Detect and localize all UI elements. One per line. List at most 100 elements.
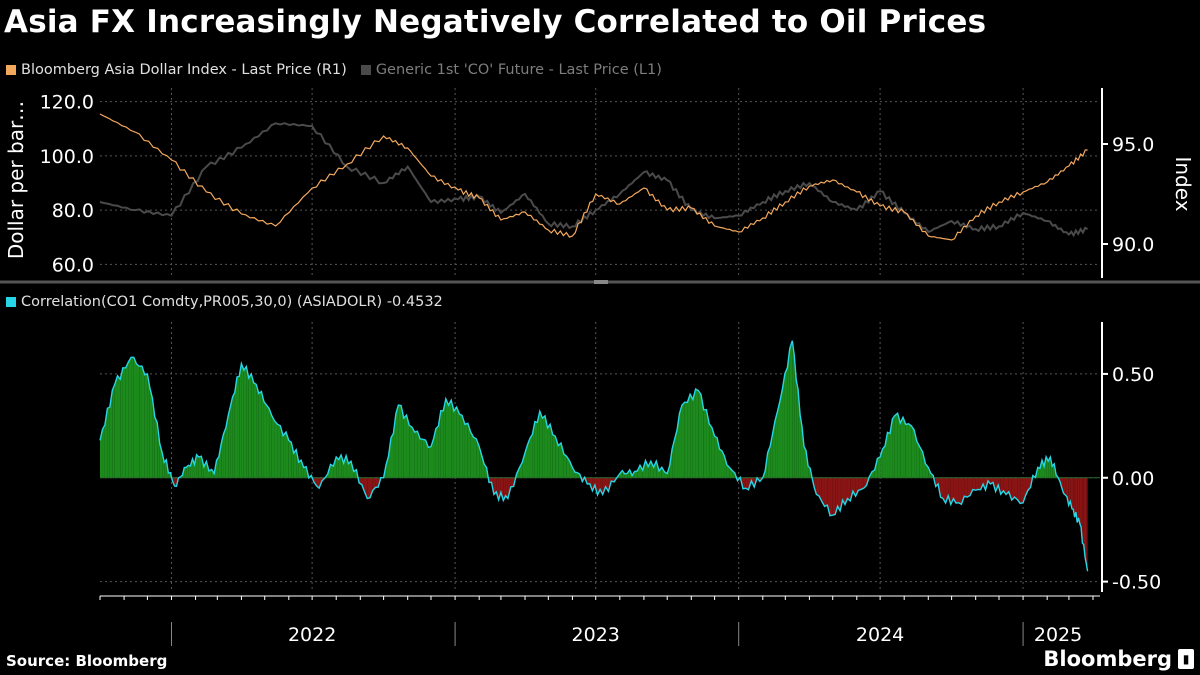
correlation-area-segment xyxy=(887,432,890,478)
correlation-area-segment xyxy=(149,388,153,478)
correlation-area-segment xyxy=(709,423,712,478)
bloomberg-logo: Bloomberg ▮ xyxy=(1043,647,1194,671)
correlation-area-segment xyxy=(388,437,391,478)
correlation-area-segment xyxy=(529,434,533,478)
correlation-area-segment xyxy=(500,477,504,501)
correlation-area-segment xyxy=(293,449,297,478)
correlation-area-segment xyxy=(566,456,570,478)
correlation-area-segment xyxy=(216,456,219,478)
correlation-area-segment xyxy=(527,438,530,478)
correlation-area-segment xyxy=(496,477,499,500)
legend-label-asia-dollar: Bloomberg Asia Dollar Index - Last Price… xyxy=(21,62,347,78)
correlation-area-segment xyxy=(1011,477,1015,501)
correlation-area-segment xyxy=(692,388,696,478)
asia-dollar-index-line xyxy=(99,113,1088,241)
correlation-area-segment xyxy=(411,427,415,478)
correlation-area-segment xyxy=(964,477,968,498)
correlation-area-segment xyxy=(271,415,275,478)
chart-title: Asia FX Increasingly Negatively Correlat… xyxy=(4,4,987,40)
correlation-area-segment xyxy=(787,348,790,478)
bottom-right-tick-label: 0.50 xyxy=(1112,364,1154,386)
correlation-area-segment xyxy=(498,477,501,500)
correlation-area-segment xyxy=(897,413,901,478)
right-tick-label: 90.0 xyxy=(1112,234,1154,256)
correlation-area-segment xyxy=(1052,463,1055,478)
correlation-area-segment xyxy=(1017,477,1021,504)
correlation-area-segment xyxy=(905,423,909,478)
correlation-area-segment xyxy=(845,477,848,505)
correlation-area-segment xyxy=(832,477,836,516)
correlation-area-segment xyxy=(375,477,379,488)
correlation-area-segment xyxy=(486,467,490,483)
correlation-area-segment xyxy=(847,477,851,501)
correlation-area-segment xyxy=(451,400,454,478)
left-tick-label: 80.0 xyxy=(52,200,94,222)
correlation-area-segment xyxy=(975,477,979,491)
correlation-area-segment xyxy=(721,451,725,478)
correlation-area-segment xyxy=(453,407,457,478)
correlation-area-segment xyxy=(476,438,480,478)
correlation-area-segment xyxy=(819,477,822,502)
correlation-area-segment xyxy=(263,401,267,478)
correlation-area-segment xyxy=(406,415,410,478)
correlation-area-segment xyxy=(544,415,548,478)
correlation-area-segment xyxy=(234,376,238,478)
correlation-area-segment xyxy=(277,424,281,478)
correlation-area-segment xyxy=(711,427,715,478)
correlation-area-segment xyxy=(903,417,906,478)
correlation-area-segment xyxy=(775,411,778,478)
correlation-area-segment xyxy=(637,465,641,478)
correlation-area-segment xyxy=(253,382,257,478)
correlation-area-segment xyxy=(1079,477,1082,528)
y-axis-label-left: Dollar per bar… xyxy=(4,100,28,260)
correlation-area-segment xyxy=(534,421,538,478)
correlation-area-segment xyxy=(186,465,189,478)
correlation-area-segment xyxy=(1083,477,1085,557)
correlation-area-segment xyxy=(1063,477,1066,496)
correlation-area-segment xyxy=(473,437,477,478)
correlation-area-segment xyxy=(109,390,113,478)
correlation-area-segment xyxy=(343,455,347,478)
correlation-area-segment xyxy=(574,472,578,478)
correlation-area-segment xyxy=(1074,477,1076,518)
correlation-area-segment xyxy=(659,467,662,478)
correlation-area-segment xyxy=(296,449,299,478)
correlation-area-segment xyxy=(803,446,807,478)
correlation-area-segment xyxy=(882,446,886,478)
left-tick-label: 120.0 xyxy=(40,92,94,114)
correlation-area-segment xyxy=(431,438,434,478)
x-tick-label: 2023 xyxy=(572,624,620,646)
correlation-area-segment xyxy=(645,460,649,478)
legend-item-asia-dollar: Bloomberg Asia Dollar Index - Last Price… xyxy=(6,62,347,78)
correlation-area-segment xyxy=(266,405,270,478)
correlation-area-segment xyxy=(650,461,654,478)
correlation-area-segment xyxy=(120,367,123,478)
correlation-area-segment xyxy=(800,415,803,478)
correlation-area-segment xyxy=(386,456,389,478)
correlation-area-segment xyxy=(706,409,710,478)
correlation-area-segment xyxy=(420,438,423,478)
correlation-area-segment xyxy=(221,433,224,478)
correlation-area-segment xyxy=(814,477,817,495)
correlation-area-segment xyxy=(346,455,349,478)
correlation-area-segment xyxy=(285,432,289,478)
correlation-area-segment xyxy=(1078,477,1080,524)
correlation-area-segment xyxy=(1005,477,1009,495)
correlation-area-segment xyxy=(136,364,140,478)
correlation-area-segment xyxy=(505,477,508,499)
correlation-area-segment xyxy=(403,415,407,478)
correlation-area-segment xyxy=(734,472,738,481)
correlation-area-segment xyxy=(390,433,394,478)
correlation-area-segment xyxy=(438,410,441,478)
correlation-area-segment xyxy=(919,446,923,478)
correlation-area-segment xyxy=(209,469,212,478)
correlation-area-segment xyxy=(196,454,199,478)
correlation-area-segment xyxy=(794,355,797,478)
correlation-area-segment xyxy=(435,426,439,478)
correlation-area-segment xyxy=(422,439,426,478)
correlation-area-segment xyxy=(519,462,523,478)
correlation-area-segment xyxy=(414,431,418,478)
correlation-area-segment xyxy=(1068,477,1071,506)
correlation-area-segment xyxy=(237,376,240,478)
correlation-area-segment xyxy=(1046,456,1049,478)
